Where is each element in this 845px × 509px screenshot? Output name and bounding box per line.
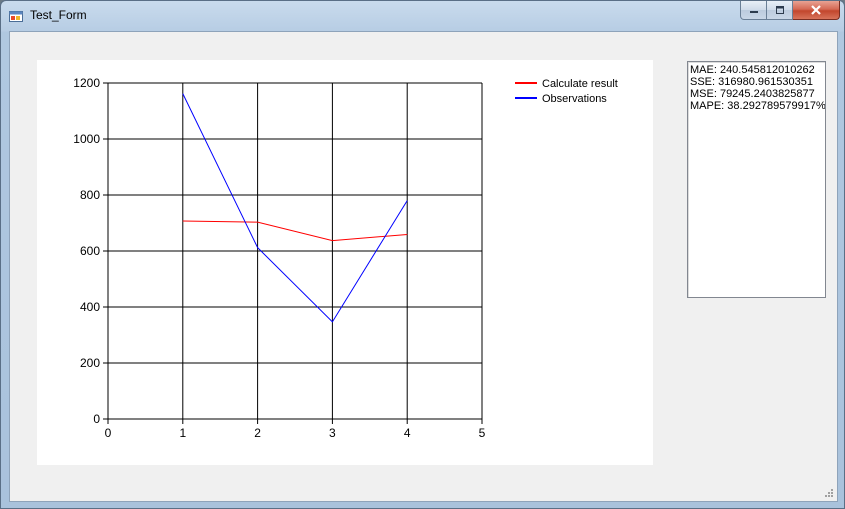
caption-buttons: [740, 1, 840, 21]
mse-text: MSE: 79245.2403825877: [690, 88, 815, 100]
maximize-icon: [775, 6, 784, 14]
x-tick-label: 3: [329, 426, 336, 440]
maximize-button[interactable]: [767, 1, 793, 20]
y-tick-label: 800: [80, 188, 100, 202]
chart-canvas: 0 1 2 3 4 5 0 200 400 600 800 1000 1200 Calculate res…: [73, 76, 618, 440]
series-line-observations: [182, 93, 408, 323]
app-form-icon: [9, 11, 23, 22]
minimize-icon: [749, 11, 758, 13]
series-line-calculate-result: [182, 220, 408, 242]
x-tick-label: 1: [179, 426, 186, 440]
window-title: Test_Form: [30, 8, 87, 22]
x-tick-label: 4: [404, 426, 411, 440]
x-tick-label: 5: [479, 426, 486, 440]
minimize-button[interactable]: [740, 1, 767, 20]
resize-grip-icon[interactable]: [824, 488, 834, 498]
legend-label: Observations: [542, 93, 607, 105]
line-chart: 0 1 2 3 4 5 0 200 400 600 800 1000 1200 Calculate res…: [37, 60, 653, 465]
form-client-area: 0 1 2 3 4 5 0 200 400 600 800 1000 1200 Calculate res…: [9, 31, 838, 502]
mae-text: MAE: 240.545812010262: [690, 64, 815, 76]
title-bar[interactable]: Test_Form: [1, 1, 845, 31]
y-tick-label: 1200: [73, 76, 100, 90]
y-tick-label: 0: [93, 412, 100, 426]
x-tick-label: 2: [254, 426, 261, 440]
close-icon: [811, 5, 821, 15]
y-tick-label: 200: [80, 356, 100, 370]
sse-text: SSE: 316980.961530351: [690, 76, 813, 88]
x-tick-label: 0: [105, 426, 112, 440]
y-tick-label: 400: [80, 300, 100, 314]
close-button[interactable]: [793, 1, 840, 20]
y-tick-label: 1000: [73, 132, 100, 146]
y-tick-label: 600: [80, 244, 100, 258]
mape-text: MAPE: 38.292789579917%: [690, 100, 826, 112]
legend-label: Calculate result: [542, 78, 618, 90]
metrics-textbox[interactable]: MAE: 240.545812010262 SSE: 316980.961530…: [687, 61, 826, 298]
